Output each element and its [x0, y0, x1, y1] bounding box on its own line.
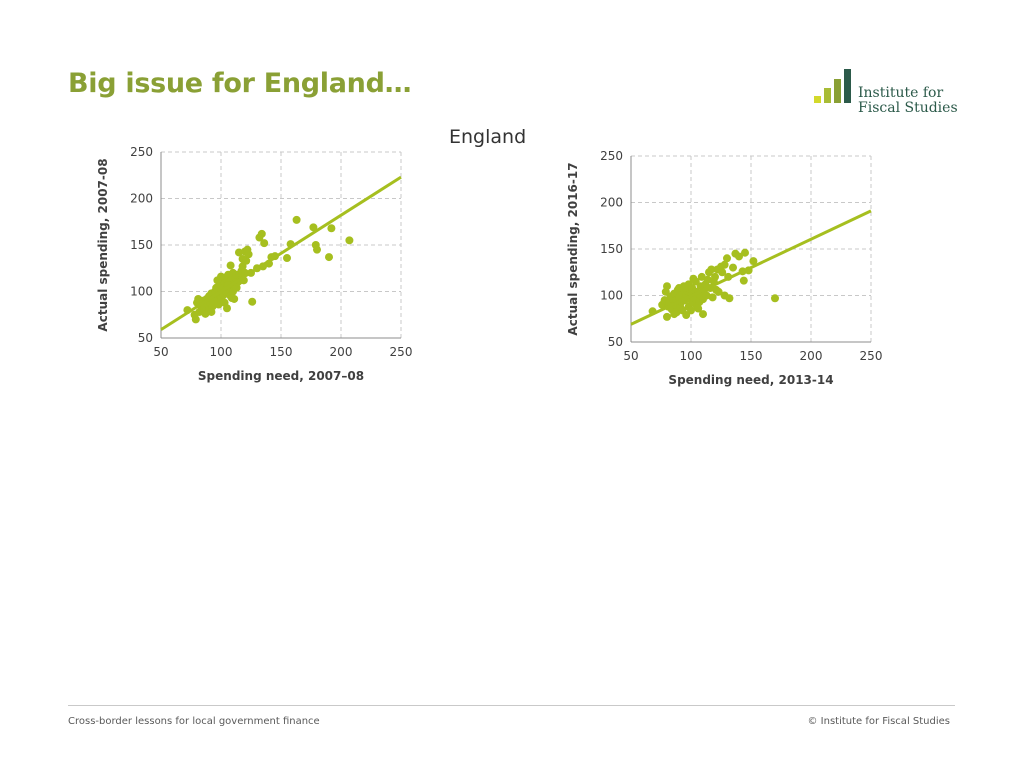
x-axis-title: Spending need, 2013-14 — [668, 373, 833, 387]
scatter-point — [213, 276, 222, 285]
scatter-point — [681, 284, 689, 293]
scatter-point — [771, 294, 779, 303]
footer-copyright: © Institute for Fiscal Studies — [807, 716, 950, 727]
scatter-point — [708, 293, 717, 302]
chart-svg: 50 100 150 200 250 50 100 150 200 250 Spending nee… — [566, 149, 883, 387]
scatter-point — [749, 257, 758, 266]
scatter-point — [227, 294, 236, 303]
y-tick-label: 50 — [608, 335, 623, 349]
scatter-point — [702, 291, 711, 300]
x-tick-label: 50 — [153, 345, 168, 359]
scatter-point — [663, 312, 671, 321]
x-tick-label: 50 — [623, 349, 638, 363]
scatter-point — [718, 268, 727, 277]
slide-title: Big issue for England… — [68, 68, 412, 99]
x-tick-label: 100 — [210, 345, 233, 359]
scatter-point — [313, 245, 321, 254]
logo-text-line-2: Fiscal Studies — [858, 100, 958, 116]
scatter-point — [694, 304, 703, 313]
scatter-point — [235, 248, 243, 257]
scatter-point — [720, 260, 729, 269]
scatter-point — [248, 297, 257, 306]
y-axis-title: Actual spending, 2016-17 — [566, 162, 580, 335]
x-tick-label: 100 — [680, 349, 703, 363]
x-tick-label: 150 — [740, 349, 763, 363]
logo-bar-1 — [814, 96, 821, 103]
scatter-point — [244, 250, 253, 259]
trend-line — [630, 209, 872, 326]
chart-svg: 50 100 150 200 250 50 100 150 200 250 Spending nee… — [96, 145, 413, 383]
logo-text: Institute for Fiscal Studies — [858, 86, 958, 116]
y-tick-label: 150 — [130, 238, 153, 252]
scatter-point — [725, 294, 734, 303]
x-tick-label: 250 — [390, 345, 413, 359]
y-tick-label: 50 — [138, 331, 153, 345]
x-tick-label: 200 — [330, 345, 353, 359]
scatter-chart-2007: 50 100 150 200 250 50 100 150 200 250 Spending nee… — [95, 140, 455, 410]
scatter-point — [223, 304, 231, 313]
x-tick-label: 150 — [270, 345, 293, 359]
logo-bar-3 — [834, 79, 841, 103]
x-tick-label: 200 — [800, 349, 823, 363]
footer-divider — [68, 705, 955, 706]
scatter-point — [283, 254, 291, 263]
scatter-point — [327, 224, 336, 233]
scatter-point — [714, 287, 723, 296]
x-tick-label: 250 — [860, 349, 883, 363]
scatter-point — [325, 253, 333, 262]
scatter-point — [723, 254, 731, 263]
scatter-chart-2013: 50 100 150 200 250 50 100 150 200 250 Spending nee… — [565, 144, 925, 414]
scatter-point — [670, 310, 679, 319]
chart-heading: England — [449, 126, 527, 148]
y-tick-label: 100 — [600, 289, 623, 303]
y-tick-label: 150 — [600, 242, 623, 256]
logo-bar-4 — [844, 69, 851, 103]
ifs-logo: Institute for Fiscal Studies — [812, 66, 962, 118]
scatter-point — [711, 272, 719, 281]
scatter-point — [703, 275, 712, 284]
scatter-point — [309, 223, 318, 232]
scatter-point — [257, 229, 266, 238]
scatter-point — [675, 284, 683, 293]
y-tick-label: 200 — [130, 192, 153, 206]
scatter-point — [207, 307, 216, 316]
y-axis-title: Actual spending, 2007-08 — [96, 158, 110, 331]
scatter-point — [741, 248, 749, 257]
trend-line — [160, 175, 402, 331]
y-tick-label: 100 — [130, 285, 153, 299]
scatter-point — [226, 261, 235, 270]
scatter-point — [689, 274, 698, 283]
x-axis-title: Spending need, 2007–08 — [198, 369, 364, 383]
scatter-point — [663, 282, 671, 291]
scatter-point — [260, 239, 269, 248]
scatter-point — [735, 252, 743, 261]
scatter-point — [739, 276, 748, 285]
scatter-point — [292, 215, 301, 224]
footer-text: Cross-border lessons for local governmen… — [68, 716, 320, 727]
logo-text-line-1: Institute for — [858, 85, 944, 101]
scatter-point — [729, 263, 737, 272]
scatter-point — [242, 256, 251, 265]
scatter-point — [699, 310, 707, 319]
logo-bar-2 — [824, 88, 831, 103]
y-tick-label: 200 — [600, 196, 623, 210]
scatter-point — [345, 236, 354, 245]
y-tick-label: 250 — [130, 145, 153, 159]
scatter-point — [697, 272, 706, 281]
scatter-point — [707, 265, 716, 274]
scatter-point — [191, 315, 200, 324]
scatter-point — [687, 306, 695, 315]
y-tick-label: 250 — [600, 149, 623, 163]
